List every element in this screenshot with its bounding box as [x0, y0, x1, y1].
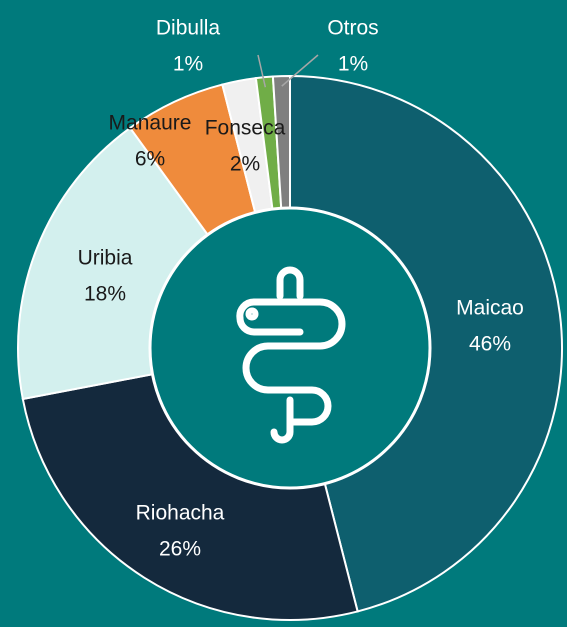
- slice-label: Otros: [327, 17, 378, 40]
- slice-value: 6%: [135, 148, 165, 171]
- slice-label: Fonseca: [205, 117, 286, 140]
- slice-value: 46%: [469, 333, 511, 356]
- slice-value: 1%: [338, 53, 368, 76]
- slice-label: Manaure: [109, 112, 192, 135]
- slice-label: Dibulla: [156, 17, 221, 40]
- leader-line: [257, 54, 267, 88]
- slice-value: 2%: [230, 153, 260, 176]
- snake-head: [236, 314, 304, 336]
- slice-value: 1%: [173, 53, 203, 76]
- snake-body: [236, 298, 346, 426]
- slice-label: Uribia: [78, 247, 133, 270]
- slice-label: Riohacha: [136, 502, 225, 525]
- snake-eye: [245, 307, 259, 321]
- rod-top: [276, 266, 304, 300]
- slice-label: Maicao: [456, 297, 524, 320]
- rod-bottom: [270, 396, 294, 444]
- labels: Maicao 46% Riohacha 26% Uribia 18% Manaure 6% Fo…: [78, 17, 524, 561]
- snake-icon: [236, 266, 346, 444]
- slice-value: 26%: [159, 538, 201, 561]
- slice-value: 18%: [84, 283, 126, 306]
- leader-line: [281, 54, 319, 87]
